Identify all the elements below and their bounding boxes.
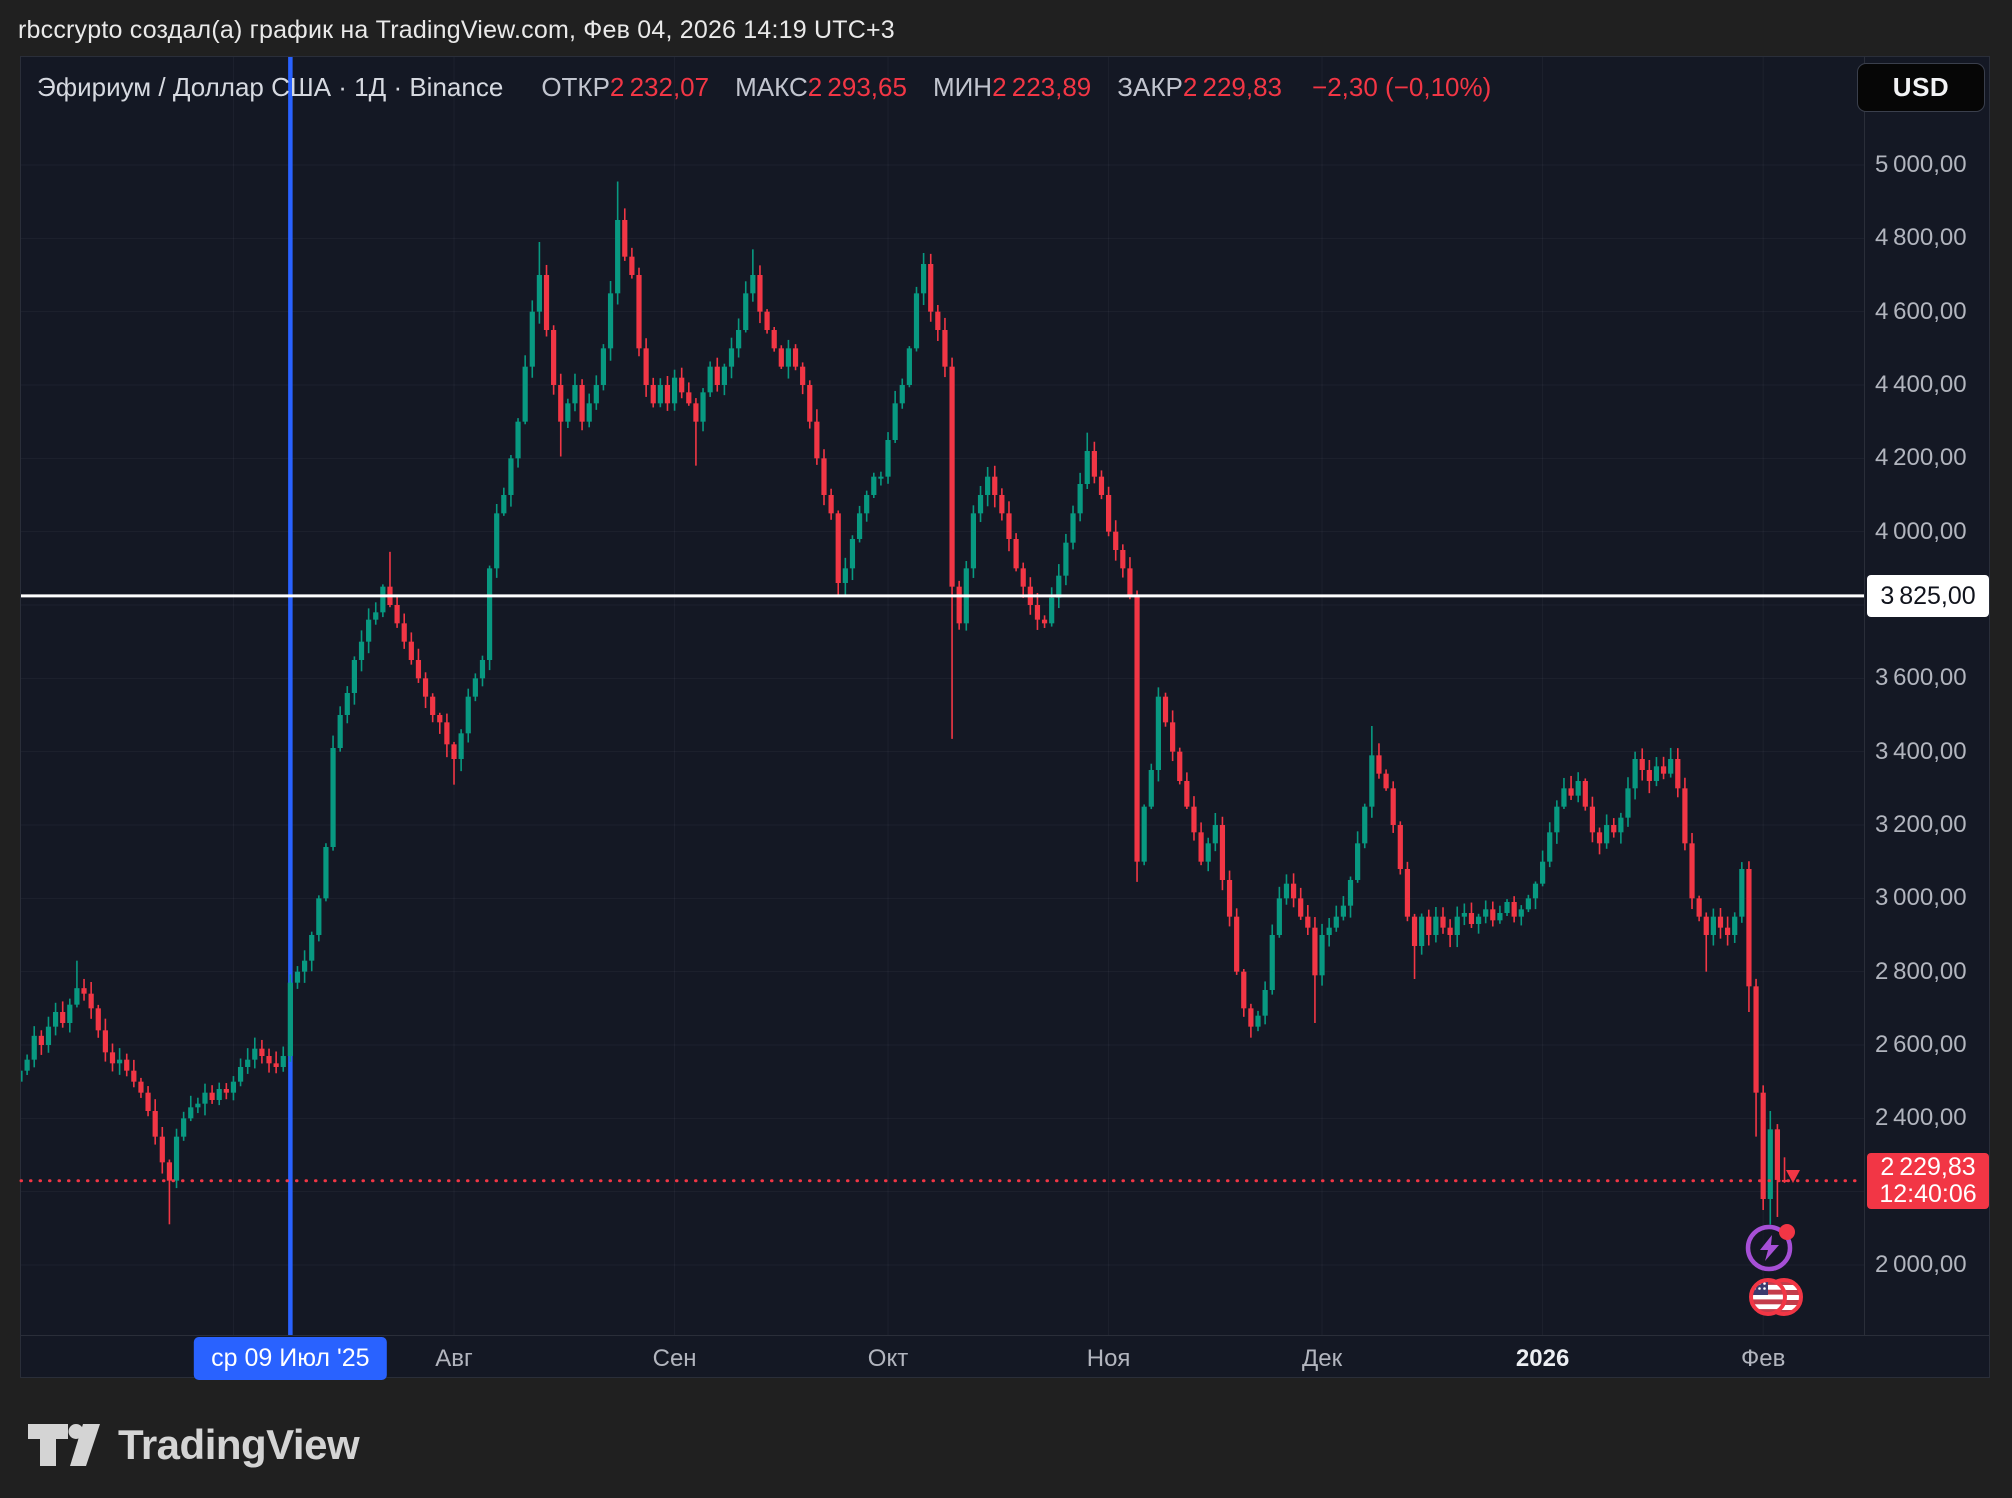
price-axis-label: 3 600,00 [1875, 664, 1967, 692]
time-axis-month-label: Ноя [1086, 1345, 1131, 1372]
time-axis-month-label: Дек [1301, 1345, 1343, 1372]
price-axis[interactable]: 3 825,00 2 229,83 12:40:06 5 000,00 4 800… [1864, 56, 1990, 1335]
ohlc-low-value: 2 223,89 [992, 72, 1092, 102]
notification-dot [1779, 1224, 1795, 1240]
lightning-glyph [1760, 1235, 1779, 1261]
economic-events-us-flag-icon[interactable] [1744, 1273, 1824, 1321]
price-axis-label: 3 000,00 [1875, 884, 1967, 912]
price-line-arrow-icon [1786, 1170, 1800, 1183]
tradingview-wordmark: TradingView [118, 1421, 360, 1468]
ohlc-close-label: ЗАКР [1117, 72, 1183, 102]
selected-date-label: ср 09 Июл '25 [194, 1337, 387, 1380]
last-price-value: 2 229,83 [1880, 1153, 1976, 1181]
symbol-legend: Эфириум / Доллар США · 1Д · Binance ОТКР2… [37, 72, 1491, 103]
price-axis-label: 4 800,00 [1875, 224, 1967, 252]
symbol-title: Эфириум / Доллар США · 1Д · Binance [37, 72, 504, 102]
price-axis-label: 2 400,00 [1875, 1104, 1967, 1132]
price-axis-label: 4 600,00 [1875, 297, 1967, 325]
change-value: −2,30 (−0,10%) [1312, 72, 1492, 102]
ideas-lightning-icon[interactable] [1742, 1219, 1804, 1277]
ohlc-close-value: 2 229,83 [1182, 72, 1283, 102]
price-axis-label: 2 600,00 [1875, 1031, 1967, 1058]
time-axis-month-label: Фев [1741, 1345, 1786, 1372]
chart-pane [20, 56, 1990, 1378]
grid-lines [21, 57, 1864, 1335]
ohlc-open-label: ОТКР [541, 72, 610, 102]
attribution-text: rbccrypto создал(а) график на TradingVie… [18, 16, 895, 44]
time-axis-month-label: Сен [652, 1345, 697, 1372]
price-axis-label: 5 000,00 [1875, 151, 1967, 178]
candlestick-series [21, 181, 1788, 1225]
currency-toggle-button[interactable]: USD [1857, 63, 1985, 112]
ohlc-low-label: МИН [932, 72, 993, 102]
ohlc-high-value: 2 293,65 [807, 72, 907, 102]
tradingview-logo-mark [28, 1424, 100, 1466]
time-axis-month-label: Окт [867, 1345, 909, 1372]
time-axis-year-label: 2026 [1515, 1345, 1570, 1372]
bar-countdown: 12:40:06 [1879, 1180, 1977, 1208]
price-axis-label: 3 400,00 [1875, 737, 1967, 765]
price-axis-label: 3 200,00 [1875, 811, 1967, 838]
horizontal-line-price-label: 3 825,00 [1867, 575, 1989, 617]
time-axis[interactable]: ср 09 Июл '25 Авг Сен Окт Ноя Дек 2026 Фев [20, 1335, 1990, 1380]
ohlc-high-label: МАКС [735, 72, 808, 102]
price-axis-label: 2 800,00 [1875, 957, 1967, 985]
ohlc-open-value: 2 232,07 [609, 72, 710, 102]
footer-bar: TradingView [0, 1378, 2012, 1498]
price-axis-label: 4 000,00 [1875, 517, 1967, 545]
price-axis-label: 2 000,00 [1875, 1251, 1967, 1278]
price-axis-label: 4 200,00 [1875, 444, 1967, 472]
time-axis-month-label: Авг [435, 1345, 473, 1372]
last-price-label: 2 229,83 12:40:06 [1867, 1153, 1989, 1209]
price-axis-label: 4 400,00 [1875, 371, 1967, 398]
attribution-bar: rbccrypto создал(а) график на TradingVie… [0, 0, 2012, 56]
tradingview-logo[interactable]: TradingView [26, 1420, 360, 1470]
